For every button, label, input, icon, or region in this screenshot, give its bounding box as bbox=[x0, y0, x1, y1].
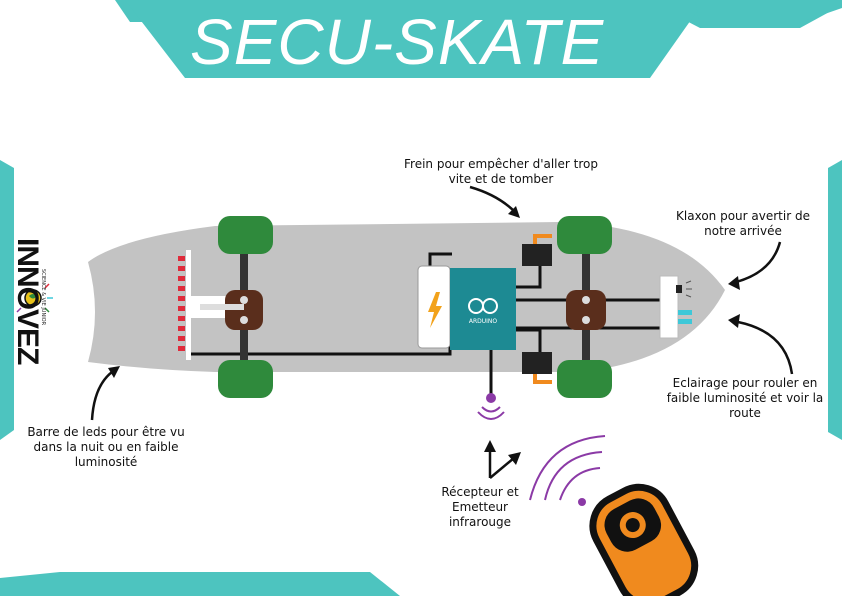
led-bar bbox=[178, 250, 226, 360]
horn-arrow bbox=[735, 241, 782, 284]
right-side-band bbox=[828, 160, 842, 440]
brake-arrow bbox=[469, 185, 516, 213]
horn-note: Klaxon pour avertir de notre arrivée bbox=[676, 209, 810, 238]
remote-control bbox=[589, 483, 699, 596]
rear-truck bbox=[200, 216, 273, 398]
lighting-arrow bbox=[737, 320, 794, 375]
page-title: SECU-SKATE bbox=[190, 6, 605, 78]
callout-arrows bbox=[90, 185, 794, 479]
arduino-logo bbox=[468, 298, 498, 314]
arduino-board: ARDUINO bbox=[450, 268, 516, 350]
ir-receiver bbox=[477, 393, 505, 420]
bottom-band bbox=[0, 572, 400, 596]
right-corner-band bbox=[695, 0, 842, 26]
ir-arrow-right bbox=[489, 457, 515, 479]
remote-ir-led bbox=[578, 498, 586, 506]
logo-tagline: SCIENCE & VIE JUNIOR bbox=[40, 268, 46, 326]
brake-note: Frein pour empêcher d'aller trop vite et… bbox=[404, 157, 598, 186]
title-banner bbox=[125, 0, 705, 78]
led-lights bbox=[178, 256, 185, 351]
lighting-note: Eclairage pour rouler en faible luminosi… bbox=[666, 376, 824, 420]
front-truck bbox=[557, 216, 612, 398]
ledbar-note: Barre de leds pour être vu dans la nuit … bbox=[27, 425, 185, 469]
battery bbox=[417, 265, 451, 349]
remote-signal-waves bbox=[529, 435, 606, 501]
horn-sound-lines bbox=[685, 280, 692, 298]
ledbar-arrow bbox=[90, 371, 113, 421]
front-module bbox=[659, 275, 692, 339]
arduino-label: ARDUINO bbox=[469, 318, 498, 325]
innovez-logo: INNOVEZ SCIENCE & VIE JUNIOR bbox=[6, 232, 46, 364]
brake-bottom bbox=[522, 352, 552, 384]
logo-bulb-icon bbox=[16, 283, 53, 313]
ir-note: Récepteur et Emetteur infrarouge bbox=[441, 485, 519, 529]
brake-top bbox=[522, 234, 552, 266]
left-side-band bbox=[0, 160, 14, 440]
